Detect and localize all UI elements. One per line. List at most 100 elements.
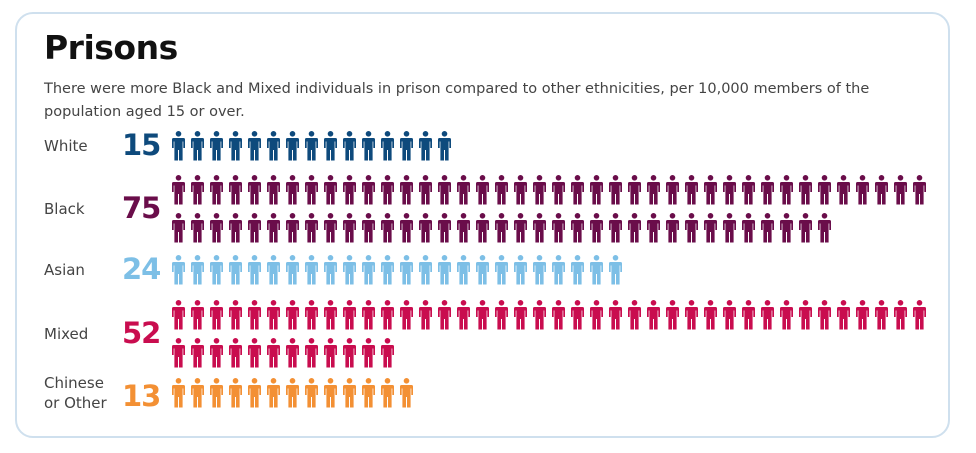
category-label: Mixed (44, 324, 88, 344)
person-icon (191, 338, 204, 368)
person-icon (609, 213, 622, 243)
person-icon (514, 175, 527, 205)
person-icon (704, 213, 717, 243)
person-icon (324, 175, 337, 205)
person-icon (495, 255, 508, 285)
person-icon (286, 131, 299, 161)
person-icon (172, 378, 185, 408)
person-icon (210, 255, 223, 285)
person-icon (343, 131, 356, 161)
person-icon (381, 175, 394, 205)
category-row-chinese-or-other: Chinese or Other 13 (0, 374, 976, 413)
person-icon (685, 175, 698, 205)
person-icon (267, 255, 280, 285)
person-icon (495, 175, 508, 205)
person-icon (780, 300, 793, 330)
category-label-line: Black (44, 200, 85, 218)
person-icon (172, 131, 185, 161)
person-icon (172, 338, 185, 368)
person-icon (267, 175, 280, 205)
person-icon (818, 213, 831, 243)
category-label: Black (44, 199, 85, 219)
category-value: 75 (122, 191, 161, 225)
person-icon (210, 131, 223, 161)
person-icon (419, 213, 432, 243)
person-icon (552, 213, 565, 243)
person-icon (723, 213, 736, 243)
person-icon (362, 255, 375, 285)
person-icon (533, 300, 546, 330)
person-icon (400, 300, 413, 330)
person-icon (856, 175, 869, 205)
person-icon (362, 131, 375, 161)
person-icon (457, 213, 470, 243)
person-icon (172, 175, 185, 205)
category-value: 52 (122, 316, 161, 350)
person-icon (172, 255, 185, 285)
person-icon (400, 213, 413, 243)
person-icon (837, 300, 850, 330)
category-row-asian: Asian 24 (0, 252, 976, 286)
person-icon (628, 300, 641, 330)
category-label: White (44, 136, 88, 156)
person-icon (381, 131, 394, 161)
person-icon (381, 213, 394, 243)
person-icon (381, 338, 394, 368)
person-icon (457, 300, 470, 330)
person-icon (476, 255, 489, 285)
person-icon (229, 131, 242, 161)
person-icon (438, 175, 451, 205)
person-icon (495, 300, 508, 330)
person-icon (172, 300, 185, 330)
person-icon (704, 175, 717, 205)
person-icon (305, 338, 318, 368)
person-icon (742, 213, 755, 243)
person-icon (780, 213, 793, 243)
person-icon (457, 175, 470, 205)
person-icon (305, 378, 318, 408)
person-icon (666, 175, 679, 205)
person-icon (229, 255, 242, 285)
person-icon (590, 255, 603, 285)
person-icon (210, 300, 223, 330)
person-icon (856, 300, 869, 330)
person-icon (362, 300, 375, 330)
person-icon (552, 300, 565, 330)
person-icon (400, 255, 413, 285)
person-icon (628, 213, 641, 243)
person-icon (248, 175, 261, 205)
person-icon (552, 175, 565, 205)
category-label: Chinese or Other (44, 373, 107, 413)
icon-grid (172, 378, 413, 408)
person-icon (210, 378, 223, 408)
person-icon (381, 300, 394, 330)
person-icon (875, 300, 888, 330)
person-icon (533, 213, 546, 243)
person-icon (685, 300, 698, 330)
person-icon (400, 131, 413, 161)
person-icon (723, 300, 736, 330)
person-icon (286, 255, 299, 285)
person-icon (324, 131, 337, 161)
person-icon (362, 213, 375, 243)
person-icon (419, 300, 432, 330)
person-icon (818, 300, 831, 330)
person-icon (343, 255, 356, 285)
person-icon (210, 338, 223, 368)
person-icon (419, 131, 432, 161)
person-icon (742, 175, 755, 205)
person-icon (571, 255, 584, 285)
person-icon (590, 175, 603, 205)
person-icon (419, 255, 432, 285)
person-icon (514, 213, 527, 243)
person-icon (476, 300, 489, 330)
person-icon (305, 175, 318, 205)
person-icon (343, 175, 356, 205)
person-icon (780, 175, 793, 205)
person-icon (248, 378, 261, 408)
person-icon (210, 175, 223, 205)
person-icon (324, 338, 337, 368)
person-icon (305, 131, 318, 161)
person-icon (438, 213, 451, 243)
person-icon (248, 300, 261, 330)
